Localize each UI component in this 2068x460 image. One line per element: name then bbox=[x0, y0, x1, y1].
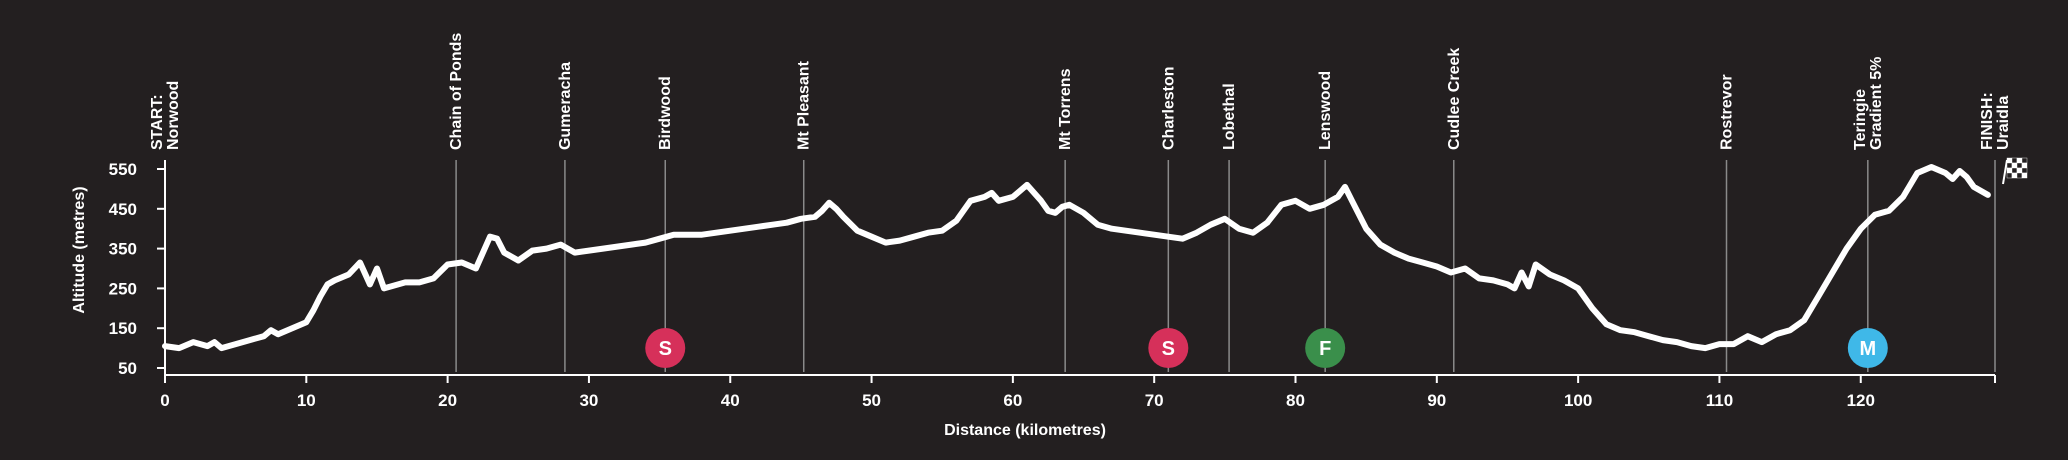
x-axis-title: Distance (kilometres) bbox=[944, 422, 1106, 439]
flag-cell bbox=[2011, 167, 2018, 174]
flag-cell bbox=[2016, 162, 2023, 169]
x-tick-label: 50 bbox=[862, 391, 881, 410]
y-tick-label: 350 bbox=[109, 240, 137, 259]
axes-group bbox=[164, 160, 1995, 376]
flag-cell bbox=[2011, 162, 2018, 169]
flag-cell bbox=[2006, 157, 2013, 164]
flag-cell bbox=[2021, 172, 2028, 179]
town-label: FINISH: bbox=[1979, 92, 1996, 150]
town-label: Chain of Ponds bbox=[448, 33, 465, 150]
x-tick-label: 80 bbox=[1286, 391, 1305, 410]
y-tick-label: 450 bbox=[109, 200, 137, 219]
town-label: Norwood bbox=[165, 81, 182, 150]
flag-pole bbox=[2002, 159, 2008, 185]
marker-letter: S bbox=[659, 338, 672, 360]
flag-cell bbox=[2021, 167, 2028, 174]
y-axis-title: Altitude (metres) bbox=[71, 186, 88, 313]
y-ticks-group: 50 150 250 350 450 550 bbox=[109, 160, 165, 378]
marker-circle bbox=[1148, 328, 1189, 368]
town-label: Uraidla bbox=[1995, 96, 2012, 150]
marker-letter: S bbox=[1162, 338, 1175, 360]
marker-circle bbox=[645, 328, 686, 368]
town-label: Teringie bbox=[1852, 89, 1869, 150]
town-markers-group: START: Norwood Chain of Ponds Gumeracha Bird… bbox=[149, 33, 2012, 372]
x-tick-label: 70 bbox=[1145, 391, 1164, 410]
flag-cell bbox=[2011, 172, 2018, 179]
flag-cell bbox=[2006, 167, 2013, 174]
checkered-flag-icon bbox=[2002, 157, 2028, 185]
y-tick-label: 150 bbox=[109, 319, 137, 338]
x-tick-label: 40 bbox=[721, 391, 740, 410]
flag-cell bbox=[2021, 157, 2028, 164]
marker-circle bbox=[1847, 328, 1888, 368]
town-label: Charleston bbox=[1160, 66, 1177, 150]
marker-circle bbox=[1305, 328, 1346, 368]
x-tick-label: 0 bbox=[160, 391, 169, 410]
marker-letter: F bbox=[1319, 338, 1331, 360]
flag-cell bbox=[2006, 162, 2013, 169]
town-label: Birdwood bbox=[657, 76, 674, 150]
town-label: Mt Torrens bbox=[1057, 68, 1074, 150]
y-tick-label: 550 bbox=[109, 160, 137, 179]
town-label: Gumeracha bbox=[557, 62, 574, 150]
town-label: START: bbox=[149, 94, 166, 150]
x-tick-label: 20 bbox=[438, 391, 457, 410]
flag-cell bbox=[2021, 162, 2028, 169]
town-label: Lobethal bbox=[1221, 83, 1238, 150]
town-label: Mt Pleasant bbox=[796, 60, 813, 150]
x-tick-label: 90 bbox=[1427, 391, 1446, 410]
town-label: Cudlee Creek bbox=[1446, 48, 1463, 150]
x-tick-label: 30 bbox=[579, 391, 598, 410]
x-tick-label: 60 bbox=[1003, 391, 1022, 410]
town-label: Lenswood bbox=[1317, 71, 1334, 150]
x-tick-label: 100 bbox=[1564, 391, 1592, 410]
marker-letter: M bbox=[1859, 338, 1876, 360]
flag-cell bbox=[2006, 172, 2013, 179]
town-label: Rostrevor bbox=[1719, 74, 1736, 150]
flag-cell bbox=[2016, 172, 2023, 179]
town-label: Gradient 5% bbox=[1868, 57, 1885, 150]
x-tick-label: 120 bbox=[1847, 391, 1875, 410]
x-tick-label: 10 bbox=[297, 391, 316, 410]
x-tick-label: 110 bbox=[1706, 391, 1733, 410]
altitude-profile-line bbox=[162, 164, 1991, 352]
x-ticks-group: 0 10 20 30 40 50 60 70 80 90 100 110 120 bbox=[160, 375, 1996, 410]
flag-cell bbox=[2016, 167, 2023, 174]
y-tick-label: 50 bbox=[118, 359, 137, 378]
flag-cell bbox=[2016, 157, 2023, 164]
y-tick-label: 250 bbox=[109, 279, 137, 298]
flag-cell bbox=[2011, 157, 2018, 164]
